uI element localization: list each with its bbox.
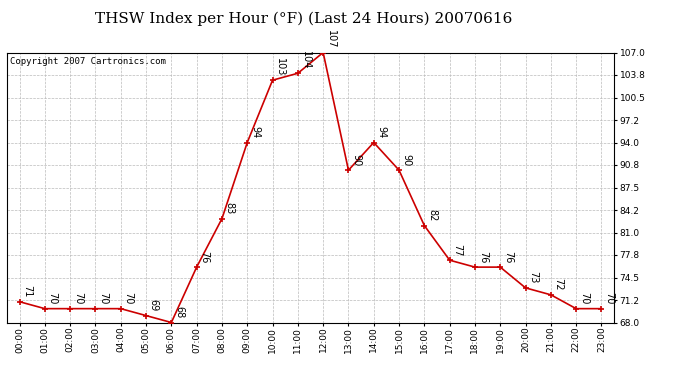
Text: 107: 107 — [326, 30, 336, 48]
Text: 70: 70 — [604, 292, 614, 304]
Text: 94: 94 — [250, 126, 260, 138]
Text: 69: 69 — [149, 299, 159, 311]
Text: 83: 83 — [225, 202, 235, 214]
Text: 70: 70 — [48, 292, 58, 304]
Text: 94: 94 — [377, 126, 386, 138]
Text: 103: 103 — [275, 58, 286, 76]
Text: THSW Index per Hour (°F) (Last 24 Hours) 20070616: THSW Index per Hour (°F) (Last 24 Hours)… — [95, 11, 512, 26]
Text: 90: 90 — [402, 154, 412, 166]
Text: 82: 82 — [427, 209, 437, 221]
Text: 90: 90 — [351, 154, 362, 166]
Text: 76: 76 — [503, 251, 513, 263]
Text: 72: 72 — [553, 278, 564, 291]
Text: 70: 70 — [73, 292, 83, 304]
Text: 70: 70 — [579, 292, 589, 304]
Text: 77: 77 — [453, 243, 462, 256]
Text: 70: 70 — [124, 292, 134, 304]
Text: 73: 73 — [529, 272, 538, 284]
Text: 70: 70 — [98, 292, 108, 304]
Text: 76: 76 — [477, 251, 488, 263]
Text: 104: 104 — [301, 51, 310, 69]
Text: Copyright 2007 Cartronics.com: Copyright 2007 Cartronics.com — [10, 57, 166, 66]
Text: 76: 76 — [199, 251, 210, 263]
Text: 68: 68 — [174, 306, 184, 318]
Text: 71: 71 — [22, 285, 32, 298]
